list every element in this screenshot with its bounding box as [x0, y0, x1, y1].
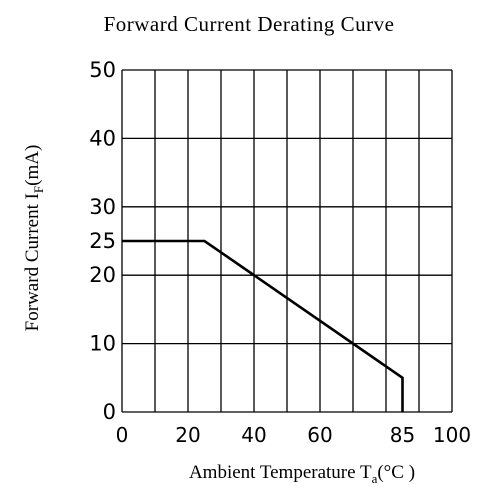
y-tick-label: 25 — [89, 229, 116, 253]
x-tick-label: 100 — [433, 423, 471, 447]
y-tick-label: 20 — [89, 263, 116, 287]
y-axis-label: Forward Current IF(mA) — [22, 145, 46, 332]
y-tick-labels: 0 10 20 25 30 40 50 — [89, 58, 116, 424]
x-tick-labels: 0 20 40 60 85 100 — [116, 423, 471, 447]
x-tick-label: 85 — [390, 423, 415, 447]
series-layer — [122, 239, 404, 412]
y-tick-label: 0 — [103, 400, 116, 424]
y-tick-label: 50 — [89, 58, 116, 82]
x-tick-label: 0 — [116, 423, 129, 447]
y-tick-label: 30 — [89, 195, 116, 219]
grid — [121, 69, 453, 413]
x-axis-label: Ambient Temperature Ta(°C ) — [189, 462, 415, 486]
y-tick-label: 10 — [89, 332, 116, 356]
derating-curve — [122, 239, 404, 412]
x-tick-label: 20 — [175, 423, 200, 447]
x-tick-label: 60 — [307, 423, 332, 447]
chart-title: Forward Current Derating Curve — [103, 12, 395, 36]
x-tick-label: 40 — [241, 423, 266, 447]
y-tick-label: 40 — [89, 126, 116, 150]
